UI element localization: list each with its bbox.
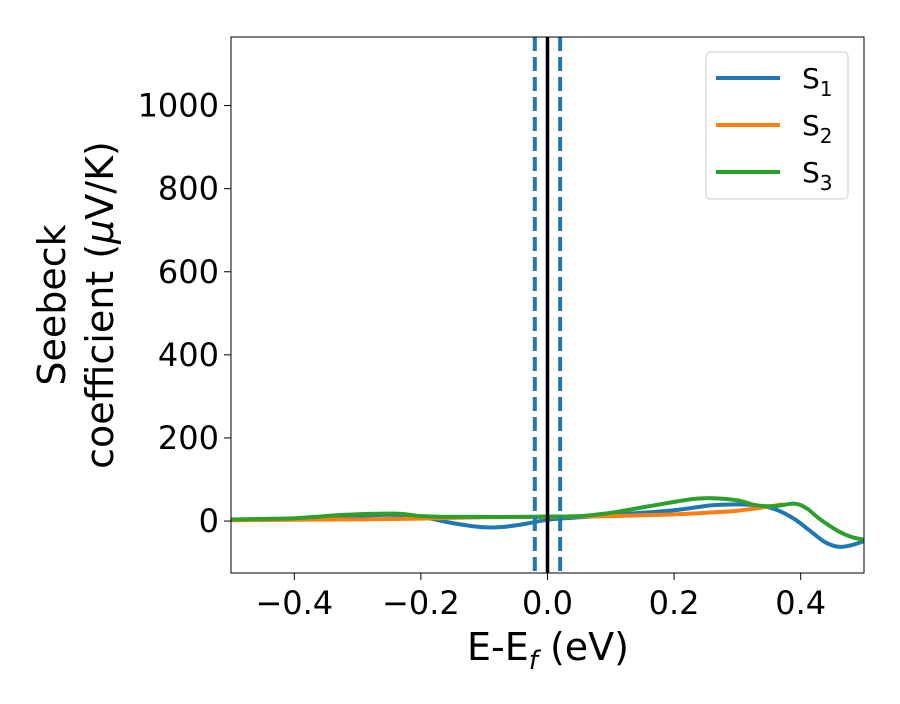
plot-area — [231, 37, 864, 573]
y-axis-label-line2: coefficient (μV/K) — [78, 141, 122, 469]
y-tick-label: 400 — [158, 336, 219, 374]
legend-label-s2: S2 — [802, 109, 833, 148]
x-tick-label: −0.2 — [382, 584, 460, 622]
y-tick-label: 800 — [158, 170, 219, 208]
legend-label-s3: S3 — [802, 156, 833, 195]
legend-label-s1: S1 — [802, 62, 833, 101]
x-tick-label: 0.0 — [522, 584, 573, 622]
y-axis-ticks: 0 200 400 600 800 1000 — [138, 87, 231, 540]
x-tick-label: 0.4 — [775, 584, 826, 622]
y-tick-label: 0 — [199, 502, 219, 540]
x-axis-ticks: −0.4 −0.2 0.0 0.2 0.4 — [255, 573, 826, 622]
x-axis-label: E-Ef (eV) — [467, 625, 629, 676]
x-tick-label: 0.2 — [649, 584, 700, 622]
y-tick-label: 600 — [158, 253, 219, 291]
y-axis-label-line1: Seebeck — [30, 224, 74, 385]
y-tick-label: 1000 — [138, 87, 219, 125]
legend: S1 S2 S3 — [705, 51, 849, 200]
y-tick-label: 200 — [158, 419, 219, 457]
series-line-s3 — [231, 496, 864, 542]
x-tick-label: −0.4 — [255, 584, 333, 622]
